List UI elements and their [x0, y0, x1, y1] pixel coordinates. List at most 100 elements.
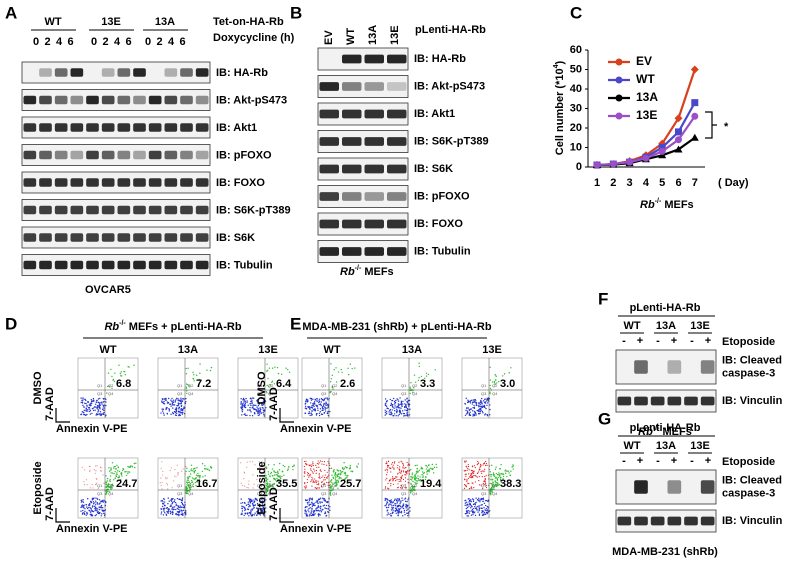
dot [87, 401, 89, 403]
dot [435, 463, 437, 466]
dot [318, 412, 321, 414]
dot [309, 414, 311, 417]
dot [262, 400, 265, 402]
dot [263, 507, 265, 509]
dot [266, 370, 268, 372]
dot [171, 411, 174, 414]
dot [392, 504, 395, 507]
dot [114, 372, 116, 374]
dot [312, 403, 314, 405]
dot [308, 465, 311, 467]
dot [398, 413, 400, 416]
dot [161, 481, 163, 484]
dot [465, 507, 468, 510]
dot [327, 482, 329, 484]
dot [396, 500, 399, 502]
dot [257, 411, 259, 414]
dot [165, 408, 167, 411]
dot [388, 464, 390, 467]
dot [478, 480, 480, 482]
band [148, 260, 162, 270]
dot [193, 470, 195, 473]
dot [258, 412, 261, 414]
dot [391, 413, 393, 415]
dot [131, 466, 134, 468]
dot [175, 513, 177, 515]
dot [176, 404, 178, 407]
dot [249, 512, 251, 514]
band [319, 247, 339, 256]
legend-marker [615, 76, 623, 84]
dot [319, 514, 321, 516]
point [642, 154, 650, 162]
dot [467, 407, 470, 409]
legend-label: 13E [636, 108, 657, 122]
legend-label: EV [636, 54, 652, 68]
dot [108, 467, 110, 469]
dot [265, 466, 268, 468]
dot [510, 367, 512, 369]
dot [492, 472, 495, 474]
dot [330, 378, 333, 380]
dot [422, 472, 425, 475]
dot [258, 409, 260, 411]
dot [244, 512, 247, 515]
dot [343, 467, 346, 469]
dot [475, 403, 477, 405]
dot [308, 511, 310, 513]
band [23, 178, 37, 187]
dot [333, 368, 335, 371]
dot [304, 512, 306, 514]
quadrant-label: Q1 [97, 483, 103, 488]
dot [416, 482, 418, 485]
dot [250, 509, 252, 511]
flow-plot [237, 357, 299, 419]
dot [185, 492, 187, 495]
dot [120, 375, 122, 377]
dot [402, 464, 405, 466]
dot [240, 502, 242, 504]
dot [128, 471, 131, 473]
dot [94, 504, 97, 506]
band [164, 178, 178, 187]
dot [481, 470, 483, 472]
dot [167, 397, 170, 400]
band [101, 178, 115, 187]
dot [88, 503, 90, 506]
dot [260, 412, 262, 415]
dot [162, 505, 164, 508]
dot [344, 471, 347, 474]
dot [411, 479, 413, 481]
dot [499, 467, 501, 470]
dot [316, 405, 319, 407]
dot [307, 472, 310, 475]
dot [163, 414, 165, 416]
column-label: 13E [258, 344, 278, 356]
dot [81, 504, 84, 506]
dot [491, 488, 494, 491]
dot [315, 480, 317, 483]
dot [308, 406, 311, 408]
dot [104, 415, 107, 417]
dot [484, 464, 487, 466]
blot-label: caspase-3 [722, 487, 775, 499]
dot [314, 478, 316, 480]
dot [88, 410, 90, 413]
band [133, 178, 146, 187]
dot [471, 401, 474, 404]
quadrant-label: Q1 [177, 483, 183, 488]
blot-label: caspase-3 [722, 367, 775, 379]
dot [207, 468, 209, 470]
dot [102, 397, 105, 400]
point [658, 144, 666, 151]
dot [94, 497, 96, 499]
dot [354, 367, 356, 369]
dot [80, 510, 82, 512]
dot [482, 400, 485, 402]
dot [400, 401, 403, 404]
dot [265, 483, 268, 485]
dot [249, 409, 251, 412]
band [70, 178, 84, 187]
dot [195, 374, 198, 376]
dot [324, 410, 327, 412]
